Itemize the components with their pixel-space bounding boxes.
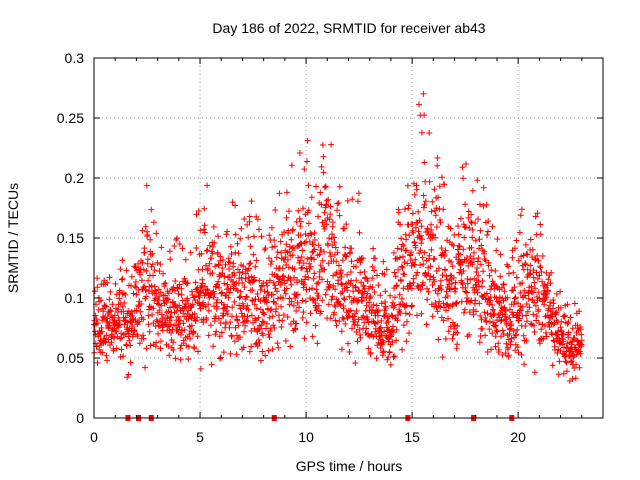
x-tick-label: 5 bbox=[196, 429, 204, 445]
y-tick-label: 0.25 bbox=[57, 110, 84, 126]
x-axis-ticks: 0 5 10 15 20 bbox=[90, 58, 583, 445]
data-points bbox=[91, 90, 585, 384]
y-axis-ticks: 0 0.05 0.1 0.15 0.2 0.25 0.3 bbox=[57, 50, 603, 426]
y-tick-label: 0 bbox=[76, 410, 84, 426]
x-tick-label: 20 bbox=[510, 429, 526, 445]
data-points-plus-markers bbox=[91, 90, 585, 384]
y-tick-label: 0.1 bbox=[65, 290, 85, 306]
y-tick-label: 0.05 bbox=[57, 350, 84, 366]
x-tick-label: 15 bbox=[404, 429, 420, 445]
y-tick-label: 0.2 bbox=[65, 170, 85, 186]
y-axis-label: SRMTID / TECUs bbox=[5, 183, 21, 293]
x-tick-label: 0 bbox=[90, 429, 98, 445]
y-tick-label: 0.15 bbox=[57, 230, 84, 246]
x-axis-label: GPS time / hours bbox=[296, 458, 403, 474]
y-tick-label: 0.3 bbox=[65, 50, 85, 66]
x-tick-label: 10 bbox=[298, 429, 314, 445]
chart-title: Day 186 of 2022, SRMTID for receiver ab4… bbox=[212, 20, 485, 36]
